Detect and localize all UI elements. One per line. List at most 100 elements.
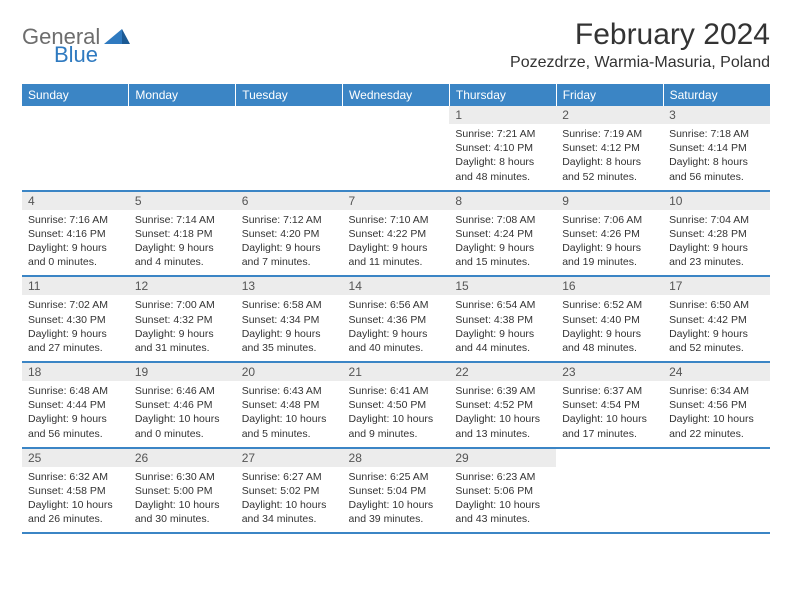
day-content: Sunrise: 6:52 AMSunset: 4:40 PMDaylight:…: [556, 295, 663, 361]
week-row: 18Sunrise: 6:48 AMSunset: 4:44 PMDayligh…: [22, 362, 770, 448]
location-text: Pozezdrze, Warmia-Masuria, Poland: [510, 54, 770, 72]
day-content: Sunrise: 6:43 AMSunset: 4:48 PMDaylight:…: [236, 381, 343, 447]
day-cell: 27Sunrise: 6:27 AMSunset: 5:02 PMDayligh…: [236, 448, 343, 534]
day-cell: 28Sunrise: 6:25 AMSunset: 5:04 PMDayligh…: [343, 448, 450, 534]
day-cell: 1Sunrise: 7:21 AMSunset: 4:10 PMDaylight…: [449, 106, 556, 191]
logo: General Blue: [22, 24, 130, 50]
day-content: Sunrise: 6:46 AMSunset: 4:46 PMDaylight:…: [129, 381, 236, 447]
day-number: 6: [236, 192, 343, 210]
day-cell: 3Sunrise: 7:18 AMSunset: 4:14 PMDaylight…: [663, 106, 770, 191]
logo-triangle-icon: [104, 26, 130, 49]
day-cell: 8Sunrise: 7:08 AMSunset: 4:24 PMDaylight…: [449, 191, 556, 277]
day-number: 1: [449, 106, 556, 124]
day-cell: [129, 106, 236, 191]
day-content: Sunrise: 6:48 AMSunset: 4:44 PMDaylight:…: [22, 381, 129, 447]
day-number: 2: [556, 106, 663, 124]
day-header-tuesday: Tuesday: [236, 84, 343, 106]
day-content: Sunrise: 6:37 AMSunset: 4:54 PMDaylight:…: [556, 381, 663, 447]
logo-text-blue: Blue: [54, 42, 98, 67]
day-number: 5: [129, 192, 236, 210]
header: General Blue February 2024 Pozezdrze, Wa…: [22, 18, 770, 72]
day-content: Sunrise: 6:25 AMSunset: 5:04 PMDaylight:…: [343, 467, 450, 533]
day-header-wednesday: Wednesday: [343, 84, 450, 106]
day-content: Sunrise: 6:27 AMSunset: 5:02 PMDaylight:…: [236, 467, 343, 533]
day-content: Sunrise: 6:30 AMSunset: 5:00 PMDaylight:…: [129, 467, 236, 533]
day-content: Sunrise: 7:18 AMSunset: 4:14 PMDaylight:…: [663, 124, 770, 190]
title-block: February 2024 Pozezdrze, Warmia-Masuria,…: [510, 18, 770, 72]
day-content: Sunrise: 7:10 AMSunset: 4:22 PMDaylight:…: [343, 210, 450, 276]
day-number: 13: [236, 277, 343, 295]
day-cell: 29Sunrise: 6:23 AMSunset: 5:06 PMDayligh…: [449, 448, 556, 534]
day-cell: 20Sunrise: 6:43 AMSunset: 4:48 PMDayligh…: [236, 362, 343, 448]
day-cell: 21Sunrise: 6:41 AMSunset: 4:50 PMDayligh…: [343, 362, 450, 448]
day-number: 3: [663, 106, 770, 124]
day-number: 23: [556, 363, 663, 381]
day-number: 4: [22, 192, 129, 210]
day-content: Sunrise: 6:23 AMSunset: 5:06 PMDaylight:…: [449, 467, 556, 533]
day-cell: [556, 448, 663, 534]
day-number: 12: [129, 277, 236, 295]
day-cell: 24Sunrise: 6:34 AMSunset: 4:56 PMDayligh…: [663, 362, 770, 448]
day-content: Sunrise: 7:08 AMSunset: 4:24 PMDaylight:…: [449, 210, 556, 276]
day-content: Sunrise: 6:34 AMSunset: 4:56 PMDaylight:…: [663, 381, 770, 447]
day-cell: 10Sunrise: 7:04 AMSunset: 4:28 PMDayligh…: [663, 191, 770, 277]
day-content: Sunrise: 6:56 AMSunset: 4:36 PMDaylight:…: [343, 295, 450, 361]
day-number: 15: [449, 277, 556, 295]
day-number: 25: [22, 449, 129, 467]
day-cell: 25Sunrise: 6:32 AMSunset: 4:58 PMDayligh…: [22, 448, 129, 534]
day-content: Sunrise: 6:32 AMSunset: 4:58 PMDaylight:…: [22, 467, 129, 533]
day-cell: 7Sunrise: 7:10 AMSunset: 4:22 PMDaylight…: [343, 191, 450, 277]
day-header-thursday: Thursday: [449, 84, 556, 106]
day-header-row: SundayMondayTuesdayWednesdayThursdayFrid…: [22, 84, 770, 106]
day-cell: [236, 106, 343, 191]
day-number: 26: [129, 449, 236, 467]
week-row: 25Sunrise: 6:32 AMSunset: 4:58 PMDayligh…: [22, 448, 770, 534]
day-cell: 12Sunrise: 7:00 AMSunset: 4:32 PMDayligh…: [129, 276, 236, 362]
day-header-friday: Friday: [556, 84, 663, 106]
calendar-table: SundayMondayTuesdayWednesdayThursdayFrid…: [22, 84, 770, 534]
day-cell: [343, 106, 450, 191]
day-number: 29: [449, 449, 556, 467]
day-content: Sunrise: 7:21 AMSunset: 4:10 PMDaylight:…: [449, 124, 556, 190]
day-header-monday: Monday: [129, 84, 236, 106]
day-cell: [22, 106, 129, 191]
day-number: 21: [343, 363, 450, 381]
day-number: 28: [343, 449, 450, 467]
day-number: 7: [343, 192, 450, 210]
day-content: Sunrise: 7:12 AMSunset: 4:20 PMDaylight:…: [236, 210, 343, 276]
day-cell: 4Sunrise: 7:16 AMSunset: 4:16 PMDaylight…: [22, 191, 129, 277]
day-number: 24: [663, 363, 770, 381]
day-number: 11: [22, 277, 129, 295]
day-cell: 2Sunrise: 7:19 AMSunset: 4:12 PMDaylight…: [556, 106, 663, 191]
day-cell: 17Sunrise: 6:50 AMSunset: 4:42 PMDayligh…: [663, 276, 770, 362]
day-content: Sunrise: 7:19 AMSunset: 4:12 PMDaylight:…: [556, 124, 663, 190]
day-cell: [663, 448, 770, 534]
day-number: 22: [449, 363, 556, 381]
day-cell: 23Sunrise: 6:37 AMSunset: 4:54 PMDayligh…: [556, 362, 663, 448]
day-cell: 22Sunrise: 6:39 AMSunset: 4:52 PMDayligh…: [449, 362, 556, 448]
day-content: Sunrise: 6:41 AMSunset: 4:50 PMDaylight:…: [343, 381, 450, 447]
month-title: February 2024: [510, 18, 770, 52]
day-content: Sunrise: 7:00 AMSunset: 4:32 PMDaylight:…: [129, 295, 236, 361]
day-content: Sunrise: 7:16 AMSunset: 4:16 PMDaylight:…: [22, 210, 129, 276]
day-content: Sunrise: 7:02 AMSunset: 4:30 PMDaylight:…: [22, 295, 129, 361]
day-content: Sunrise: 7:14 AMSunset: 4:18 PMDaylight:…: [129, 210, 236, 276]
day-content: Sunrise: 6:58 AMSunset: 4:34 PMDaylight:…: [236, 295, 343, 361]
day-content: Sunrise: 6:54 AMSunset: 4:38 PMDaylight:…: [449, 295, 556, 361]
day-cell: 13Sunrise: 6:58 AMSunset: 4:34 PMDayligh…: [236, 276, 343, 362]
day-number: 17: [663, 277, 770, 295]
day-number: 14: [343, 277, 450, 295]
day-number: 27: [236, 449, 343, 467]
day-header-sunday: Sunday: [22, 84, 129, 106]
week-row: 11Sunrise: 7:02 AMSunset: 4:30 PMDayligh…: [22, 276, 770, 362]
day-cell: 11Sunrise: 7:02 AMSunset: 4:30 PMDayligh…: [22, 276, 129, 362]
day-cell: 16Sunrise: 6:52 AMSunset: 4:40 PMDayligh…: [556, 276, 663, 362]
day-content: Sunrise: 6:39 AMSunset: 4:52 PMDaylight:…: [449, 381, 556, 447]
day-cell: 19Sunrise: 6:46 AMSunset: 4:46 PMDayligh…: [129, 362, 236, 448]
day-content: Sunrise: 7:04 AMSunset: 4:28 PMDaylight:…: [663, 210, 770, 276]
week-row: 1Sunrise: 7:21 AMSunset: 4:10 PMDaylight…: [22, 106, 770, 191]
day-cell: 14Sunrise: 6:56 AMSunset: 4:36 PMDayligh…: [343, 276, 450, 362]
day-cell: 26Sunrise: 6:30 AMSunset: 5:00 PMDayligh…: [129, 448, 236, 534]
day-cell: 5Sunrise: 7:14 AMSunset: 4:18 PMDaylight…: [129, 191, 236, 277]
day-number: 20: [236, 363, 343, 381]
